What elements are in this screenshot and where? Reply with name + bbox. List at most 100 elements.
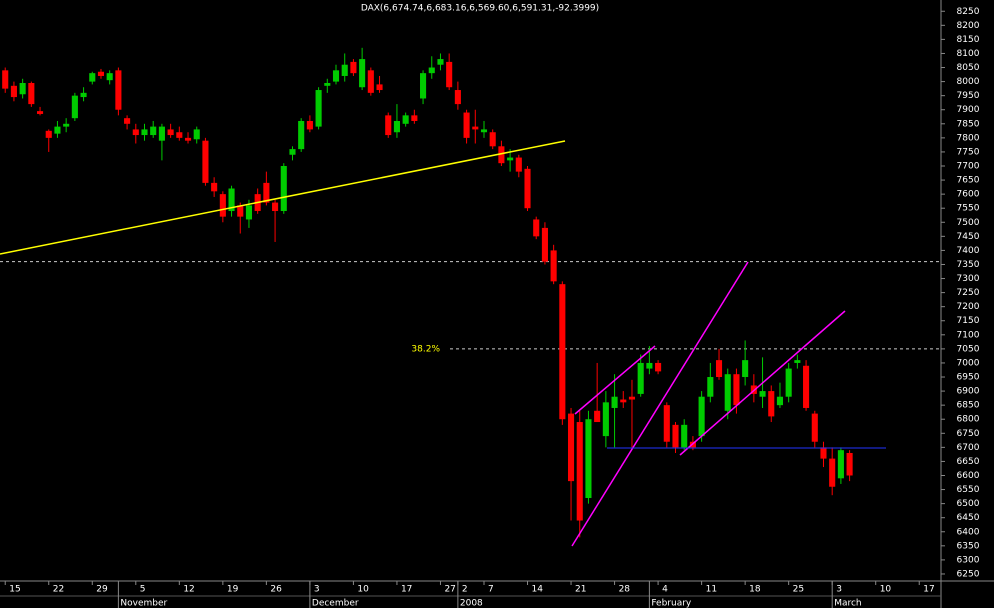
y-tick-label: 7450: [957, 232, 980, 242]
candle-body: [332, 70, 340, 82]
candle-body: [385, 115, 392, 136]
y-tick-label: 6850: [957, 401, 980, 411]
candle-body: [420, 73, 427, 99]
candle-body: [472, 126, 479, 130]
candle-body: [393, 120, 400, 133]
candle-body: [141, 129, 148, 136]
candle-body: [428, 67, 435, 74]
candle-body: [602, 402, 609, 437]
candle-body: [707, 377, 714, 397]
y-tick-label: 7400: [957, 246, 980, 256]
candle-body: [184, 137, 192, 141]
y-tick-label: 6450: [957, 513, 980, 523]
x-tick-label: 14: [532, 585, 544, 595]
candle-body: [202, 140, 209, 183]
candle-body: [811, 413, 818, 442]
y-tick-label: 6950: [957, 373, 980, 383]
candle-body: [167, 129, 174, 136]
x-tick-label: 19: [227, 585, 239, 595]
x-tick-label: 11: [706, 585, 717, 595]
x-tick-label: 26: [270, 585, 282, 595]
month-label: March: [834, 599, 861, 608]
candle-body: [628, 396, 636, 400]
x-tick-label: 15: [9, 585, 20, 595]
candle-body: [541, 227, 548, 262]
y-tick-label: 6250: [957, 569, 980, 579]
candle-body: [280, 166, 287, 212]
candle-body: [402, 115, 409, 124]
month-label: February: [651, 599, 692, 608]
candle-body: [567, 413, 575, 482]
candle-body: [620, 399, 627, 403]
candle-body: [228, 188, 235, 212]
candle-body: [115, 70, 122, 110]
y-tick-label: 7200: [957, 302, 980, 312]
trendline: [0, 140, 566, 255]
candle-body: [585, 419, 592, 498]
y-tick-label: 8050: [957, 63, 980, 73]
candle-body: [646, 362, 653, 369]
x-tick-label: 10: [880, 585, 892, 595]
month-label: December: [312, 599, 359, 608]
x-tick-label: 29: [96, 585, 108, 595]
candle-body: [376, 84, 383, 91]
y-tick-label: 7500: [957, 218, 980, 228]
reference-label: 38.2%: [411, 344, 440, 354]
y-tick-label: 6800: [957, 415, 980, 425]
x-tick-label: 17: [923, 585, 934, 595]
month-label: November: [120, 599, 167, 608]
candle-body: [724, 374, 731, 411]
candle-body: [367, 70, 374, 93]
candle-body: [132, 129, 139, 136]
x-tick-label: 12: [183, 585, 194, 595]
x-tick-label: 3: [836, 585, 842, 595]
candle-body: [28, 83, 35, 105]
y-tick-label: 6300: [957, 555, 980, 565]
chart-title: DAX(6,674.74,6,683.16,6,569.60,6,591.31,…: [361, 4, 599, 14]
candle-body: [803, 365, 810, 408]
candle-body: [663, 405, 670, 442]
y-tick-label: 6600: [957, 471, 980, 481]
x-tick-label: 28: [619, 585, 631, 595]
y-tick-label: 7550: [957, 204, 980, 214]
y-tick-label: 6650: [957, 457, 980, 467]
candle-body: [576, 422, 583, 521]
candle-body: [794, 360, 801, 363]
x-tick-label: 3: [314, 585, 320, 595]
candle-body: [219, 194, 226, 217]
x-tick-label: 25: [793, 585, 804, 595]
candle-body: [245, 205, 253, 220]
candle-body: [655, 362, 662, 372]
candle-body: [594, 410, 601, 423]
candle-body: [437, 59, 444, 65]
candle-body: [158, 126, 165, 141]
y-tick-label: 7600: [957, 190, 980, 200]
candle-body: [785, 368, 792, 397]
candle-body: [550, 250, 557, 282]
y-tick-label: 8100: [957, 49, 980, 59]
plot-area: 38.2%: [0, 47, 941, 538]
x-tick-label: 17: [401, 585, 412, 595]
y-tick-label: 6700: [957, 443, 980, 453]
x-tick-label: 22: [53, 585, 64, 595]
candle-body: [820, 447, 827, 459]
candle-body: [524, 168, 531, 209]
x-tick-label: 10: [357, 585, 369, 595]
candle-body: [446, 61, 453, 88]
candle-body: [71, 95, 78, 119]
x-tick-label: 18: [749, 585, 761, 595]
y-tick-label: 8200: [957, 21, 980, 31]
candle-body: [272, 202, 279, 212]
y-tick-label: 7050: [957, 344, 980, 354]
y-tick-label: 7350: [957, 260, 980, 270]
y-tick-label: 6350: [957, 541, 980, 551]
x-tick-label: 27: [444, 585, 455, 595]
candle-body: [237, 205, 244, 217]
y-tick-label: 7300: [957, 274, 980, 284]
candle-body: [298, 120, 305, 150]
candle-body: [515, 157, 522, 172]
y-tick-label: 7250: [957, 288, 980, 298]
y-tick-label: 7950: [957, 91, 980, 101]
